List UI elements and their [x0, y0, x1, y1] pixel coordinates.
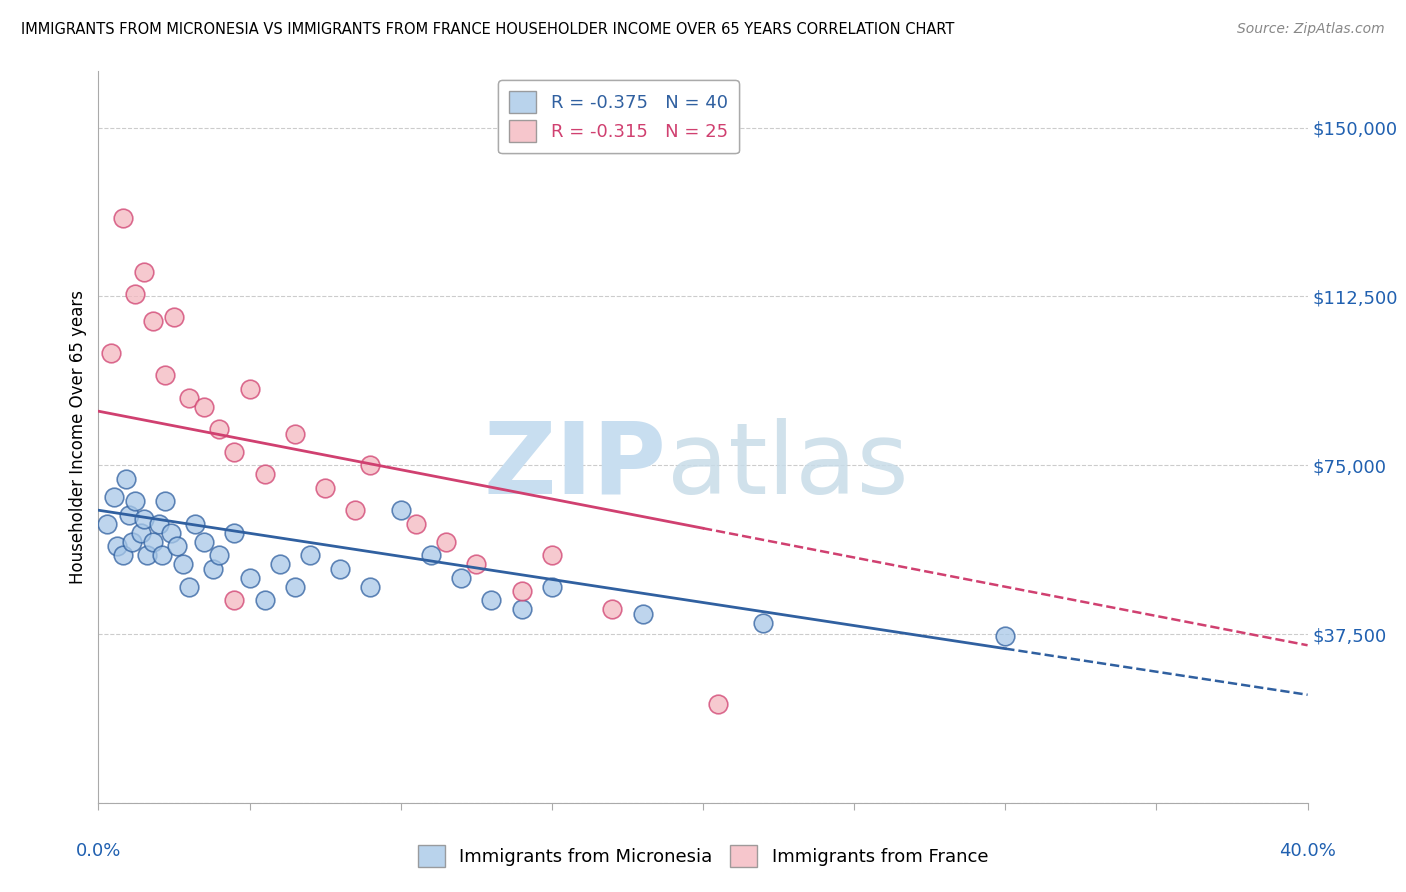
Point — [344, 503, 367, 517]
Point — [124, 287, 146, 301]
Point — [163, 310, 186, 324]
Point — [121, 534, 143, 549]
Point — [284, 580, 307, 594]
Point — [329, 562, 352, 576]
Point — [465, 558, 488, 572]
Point — [540, 580, 562, 594]
Point — [153, 368, 176, 383]
Text: IMMIGRANTS FROM MICRONESIA VS IMMIGRANTS FROM FRANCE HOUSEHOLDER INCOME OVER 65 : IMMIGRANTS FROM MICRONESIA VS IMMIGRANTS… — [21, 22, 955, 37]
Point — [253, 467, 276, 482]
Point — [510, 602, 533, 616]
Point — [179, 580, 201, 594]
Legend: Immigrants from Micronesia, Immigrants from France: Immigrants from Micronesia, Immigrants f… — [411, 838, 995, 874]
Point — [994, 629, 1017, 643]
Point — [631, 607, 654, 621]
Point — [150, 548, 173, 562]
Point — [153, 494, 176, 508]
Point — [360, 580, 382, 594]
Point — [360, 458, 382, 473]
Point — [752, 615, 775, 630]
Point — [314, 481, 336, 495]
Point — [142, 534, 165, 549]
Point — [179, 391, 201, 405]
Point — [96, 516, 118, 531]
Point — [602, 602, 624, 616]
Point — [142, 314, 165, 328]
Point — [284, 426, 307, 441]
Point — [148, 516, 170, 531]
Point — [450, 571, 472, 585]
Point — [172, 558, 194, 572]
Point — [135, 548, 157, 562]
Point — [184, 516, 207, 531]
Point — [100, 345, 122, 359]
Point — [224, 593, 246, 607]
Point — [224, 444, 246, 458]
Point — [707, 697, 730, 711]
Point — [510, 584, 533, 599]
Point — [132, 512, 155, 526]
Text: ZIP: ZIP — [484, 417, 666, 515]
Point — [269, 558, 291, 572]
Legend: R = -0.375   N = 40, R = -0.315   N = 25: R = -0.375 N = 40, R = -0.315 N = 25 — [498, 80, 738, 153]
Point — [132, 265, 155, 279]
Point — [129, 525, 152, 540]
Text: atlas: atlas — [666, 417, 908, 515]
Point — [481, 593, 503, 607]
Y-axis label: Householder Income Over 65 years: Householder Income Over 65 years — [69, 290, 87, 584]
Point — [114, 472, 136, 486]
Point — [118, 508, 141, 522]
Point — [389, 503, 412, 517]
Point — [208, 422, 231, 436]
Point — [253, 593, 276, 607]
Point — [103, 490, 125, 504]
Point — [105, 539, 128, 553]
Text: 0.0%: 0.0% — [76, 842, 121, 860]
Point — [239, 571, 262, 585]
Point — [540, 548, 562, 562]
Point — [239, 382, 262, 396]
Text: Source: ZipAtlas.com: Source: ZipAtlas.com — [1237, 22, 1385, 37]
Point — [299, 548, 322, 562]
Text: 40.0%: 40.0% — [1279, 842, 1336, 860]
Point — [193, 400, 215, 414]
Point — [166, 539, 188, 553]
Point — [111, 548, 134, 562]
Point — [420, 548, 443, 562]
Point — [160, 525, 183, 540]
Point — [208, 548, 231, 562]
Point — [202, 562, 225, 576]
Point — [124, 494, 146, 508]
Point — [434, 534, 457, 549]
Point — [405, 516, 427, 531]
Point — [224, 525, 246, 540]
Point — [111, 211, 134, 225]
Point — [193, 534, 215, 549]
